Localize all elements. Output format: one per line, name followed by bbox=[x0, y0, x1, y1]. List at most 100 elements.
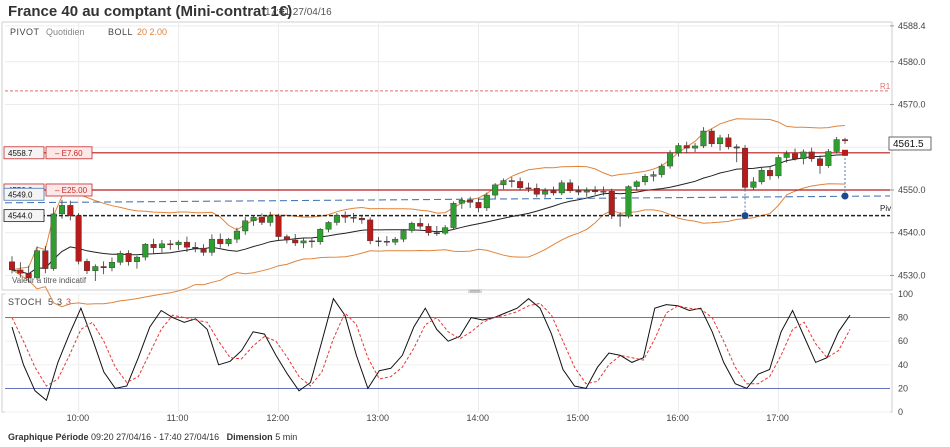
candle-body bbox=[367, 219, 374, 242]
candle-body bbox=[667, 152, 674, 167]
candle-body bbox=[42, 250, 49, 269]
candle-body bbox=[492, 184, 499, 196]
candle-body bbox=[708, 130, 715, 145]
candle-body bbox=[767, 170, 774, 177]
candle-body bbox=[67, 205, 74, 216]
candle-body bbox=[83, 261, 90, 271]
price-tag-value: 4549.0 bbox=[8, 190, 33, 199]
price-tag-box bbox=[3, 187, 45, 201]
candle-body bbox=[200, 247, 207, 253]
candle-body bbox=[683, 145, 690, 149]
candle-body bbox=[517, 181, 524, 189]
candle-body bbox=[658, 165, 665, 175]
candle-body bbox=[342, 214, 349, 218]
candle-body bbox=[108, 262, 115, 268]
candle-body bbox=[358, 217, 365, 221]
candle-body bbox=[467, 200, 474, 203]
x-tick-label: 16:00 bbox=[666, 413, 689, 423]
price-tag[interactable]: 4549.0 bbox=[3, 187, 45, 201]
y-tick-label: 4580.0 bbox=[898, 57, 926, 67]
candle-body bbox=[783, 153, 790, 158]
stoch-tick-label: 0 bbox=[898, 407, 903, 417]
candle-body bbox=[842, 139, 849, 142]
order-marker-dot bbox=[741, 212, 749, 220]
candle-body bbox=[733, 146, 740, 149]
candle-body bbox=[833, 139, 840, 152]
candle-body bbox=[192, 247, 199, 249]
candle-body bbox=[258, 217, 265, 223]
price-tag[interactable]: 4558.7 – E7.60 bbox=[3, 146, 93, 160]
stoch-k-line bbox=[11, 297, 851, 402]
period-value: 09:20 27/04/16 - 17:40 27/04/16 bbox=[91, 432, 220, 442]
x-tick-label: 15:00 bbox=[566, 413, 589, 423]
stoch-tick-label: 100 bbox=[898, 289, 913, 299]
x-tick-label: 12:00 bbox=[267, 413, 290, 423]
stochastic-lines bbox=[5, 297, 890, 402]
candle-body bbox=[750, 181, 757, 188]
candle-body bbox=[792, 153, 799, 159]
candle-body bbox=[458, 200, 465, 204]
level-lines bbox=[4, 90, 891, 220]
boll-indicator-name[interactable]: BOLL bbox=[108, 27, 133, 37]
candle-body bbox=[675, 145, 682, 153]
price-tag-box bbox=[3, 209, 45, 223]
current-price-value: 4561.5 bbox=[893, 139, 924, 150]
order-marker-square bbox=[842, 149, 848, 156]
candle-body bbox=[508, 180, 515, 182]
price-panel-frame bbox=[1, 21, 893, 291]
y-tick-label: 4588.4 bbox=[898, 21, 926, 31]
y-tick-label: 4540.0 bbox=[898, 228, 926, 238]
stoch-param-smooth: 3 bbox=[57, 297, 62, 307]
candle-body bbox=[583, 190, 590, 193]
candle-body bbox=[250, 217, 257, 221]
candle-body bbox=[717, 137, 724, 145]
candle-body bbox=[500, 180, 507, 186]
candle-body bbox=[825, 151, 832, 166]
candle-body bbox=[758, 170, 765, 183]
candle-body bbox=[92, 266, 99, 271]
candle-body bbox=[8, 261, 15, 271]
candle-body bbox=[800, 151, 807, 159]
boll-indicator-params: 20 2.00 bbox=[137, 27, 167, 37]
candle-body bbox=[300, 240, 307, 244]
pivot-indicator-name[interactable]: PIVOT bbox=[10, 27, 40, 37]
candle-body bbox=[217, 238, 224, 245]
price-tag-order bbox=[45, 146, 93, 160]
candle-body bbox=[558, 182, 565, 194]
x-tick-label: 10:00 bbox=[67, 413, 90, 423]
stoch-indicator-name[interactable]: STOCH bbox=[8, 297, 42, 307]
candle-body bbox=[483, 194, 490, 209]
candle-body bbox=[725, 137, 732, 148]
candle-body bbox=[633, 181, 640, 187]
candle-body bbox=[75, 215, 82, 262]
candle-body bbox=[158, 243, 165, 248]
candle-body bbox=[617, 214, 624, 217]
panel-resize-handle[interactable] bbox=[468, 289, 482, 293]
candle-body bbox=[117, 253, 124, 263]
candle-body bbox=[775, 157, 782, 177]
x-tick-label: 14:00 bbox=[466, 413, 489, 423]
price-tag[interactable]: 4544.0 bbox=[3, 209, 45, 223]
candle-body bbox=[267, 215, 274, 223]
candle-body bbox=[183, 241, 190, 248]
stoch-panel-frame bbox=[1, 293, 893, 413]
candle-body bbox=[408, 223, 415, 231]
candle-body bbox=[100, 266, 107, 268]
x-tick-label: 11:00 bbox=[167, 413, 189, 423]
stoch-d-line bbox=[11, 302, 851, 387]
candle-body bbox=[808, 151, 815, 159]
y-tick-label: 4530.0 bbox=[898, 270, 926, 280]
price-tag-value: 4558.7 bbox=[8, 149, 33, 158]
candle-body bbox=[642, 176, 649, 183]
candlesticks bbox=[8, 127, 849, 283]
candle-body bbox=[400, 230, 407, 240]
candle-body bbox=[317, 229, 324, 242]
time-axis: 10:00 11:00 12:00 13:00 14:00 15:00 16:00 17:00 bbox=[67, 413, 789, 423]
candle-body bbox=[567, 182, 574, 192]
candle-body bbox=[475, 202, 482, 209]
candle-body bbox=[283, 236, 290, 241]
order-marker-dot bbox=[841, 192, 849, 200]
indicative-value-label: Valeur à titre indicatif bbox=[12, 276, 87, 285]
